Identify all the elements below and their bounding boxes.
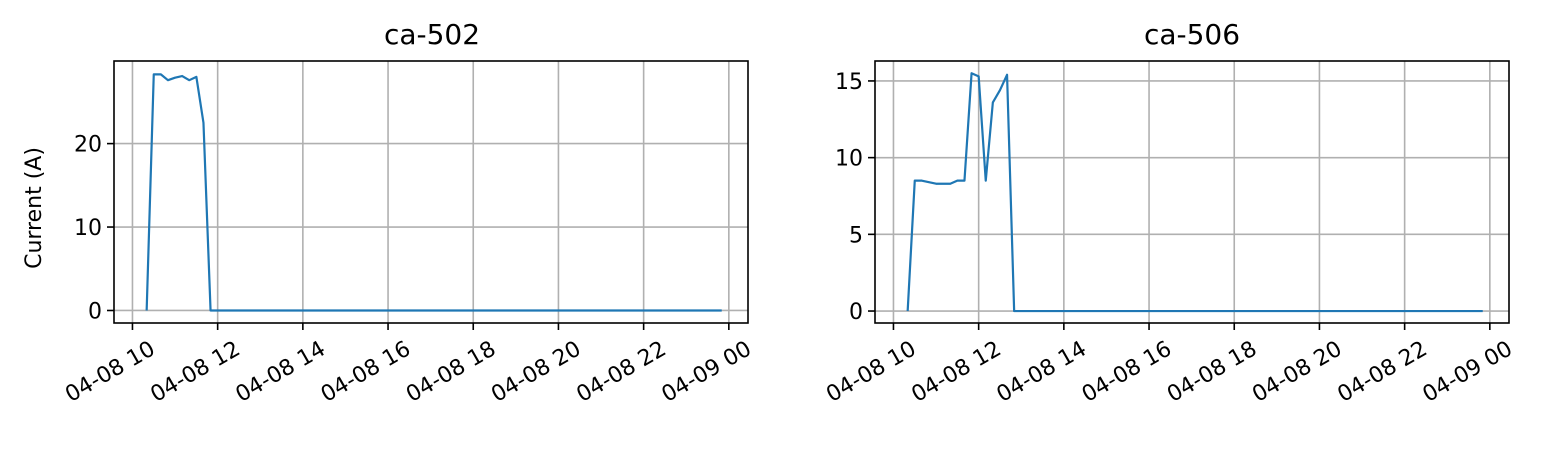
series-line bbox=[906, 72, 1483, 313]
chart-title: ca-502 bbox=[384, 18, 480, 51]
y-tick-label: 15 bbox=[835, 70, 863, 95]
chart-title: ca-506 bbox=[1144, 18, 1240, 51]
y-tick-label: 20 bbox=[74, 133, 102, 158]
y-tick-label: 10 bbox=[835, 147, 863, 172]
y-tick-label: 0 bbox=[88, 299, 102, 324]
axes-frame bbox=[874, 60, 1510, 324]
y-tick-label: 5 bbox=[849, 223, 863, 248]
series-line bbox=[145, 73, 722, 312]
y-tick-label: 10 bbox=[74, 216, 102, 241]
axes-frame bbox=[113, 60, 749, 324]
y-tick-label: 0 bbox=[849, 300, 863, 325]
y-axis-label: Current (A) bbox=[22, 147, 47, 269]
